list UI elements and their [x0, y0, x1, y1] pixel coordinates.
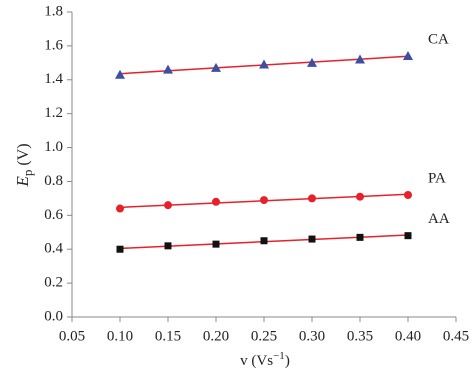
- x-tick-label: 0.30: [299, 328, 325, 344]
- x-tick-label: 0.25: [251, 328, 277, 344]
- x-tick-label: 0.20: [203, 328, 229, 344]
- y-tick-label: 0.6: [44, 207, 63, 223]
- x-tick-label: 0.35: [347, 328, 373, 344]
- y-tick-label: 1.6: [44, 37, 63, 53]
- x-tick-label: 0.40: [395, 328, 421, 344]
- x-tick-label: 0.45: [443, 328, 469, 344]
- marker: [116, 204, 124, 213]
- series-label: CA: [428, 31, 449, 47]
- x-label-text: v (Vs: [240, 353, 273, 369]
- y-tick-label: 1.8: [44, 3, 63, 19]
- marker: [164, 201, 172, 210]
- marker: [212, 197, 220, 206]
- marker: [260, 237, 268, 245]
- y-label-unit: (V): [15, 143, 32, 165]
- x-label-close: ): [285, 353, 290, 369]
- marker: [116, 245, 124, 253]
- marker: [404, 191, 412, 199]
- marker: [211, 62, 221, 72]
- marker: [163, 64, 173, 74]
- x-tick-label: 0.05: [59, 328, 85, 344]
- marker: [260, 196, 268, 205]
- marker: [356, 192, 364, 201]
- x-axis-label: v (Vs−1): [240, 350, 290, 370]
- y-tick-label: 1.2: [44, 105, 63, 121]
- marker: [404, 232, 412, 240]
- marker: [307, 57, 317, 67]
- x-tick-label: 0.15: [155, 328, 181, 344]
- marker: [308, 235, 316, 243]
- series-label: PA: [428, 170, 446, 186]
- marker: [259, 59, 269, 69]
- y-axis-label: Ep (V): [13, 143, 35, 187]
- y-tick-label: 0.0: [44, 308, 63, 324]
- marker: [164, 242, 172, 250]
- y-tick-label: 0.8: [44, 173, 63, 189]
- x-label-superscript: −1: [273, 350, 285, 362]
- y-tick-label: 0.4: [44, 241, 63, 257]
- marker: [355, 54, 365, 64]
- marker: [308, 194, 316, 203]
- y-tick-label: 0.2: [44, 275, 63, 291]
- x-tick-label: 0.10: [107, 328, 133, 344]
- marker: [212, 240, 220, 248]
- y-tick-label: 1.0: [44, 139, 63, 155]
- marker: [356, 233, 364, 241]
- y-label-subscript: p: [20, 170, 35, 177]
- marker: [115, 69, 125, 79]
- y-tick-label: 1.4: [44, 71, 63, 87]
- series-label: AA: [428, 211, 450, 227]
- y-label-symbol: E: [13, 176, 32, 188]
- marker: [403, 51, 413, 61]
